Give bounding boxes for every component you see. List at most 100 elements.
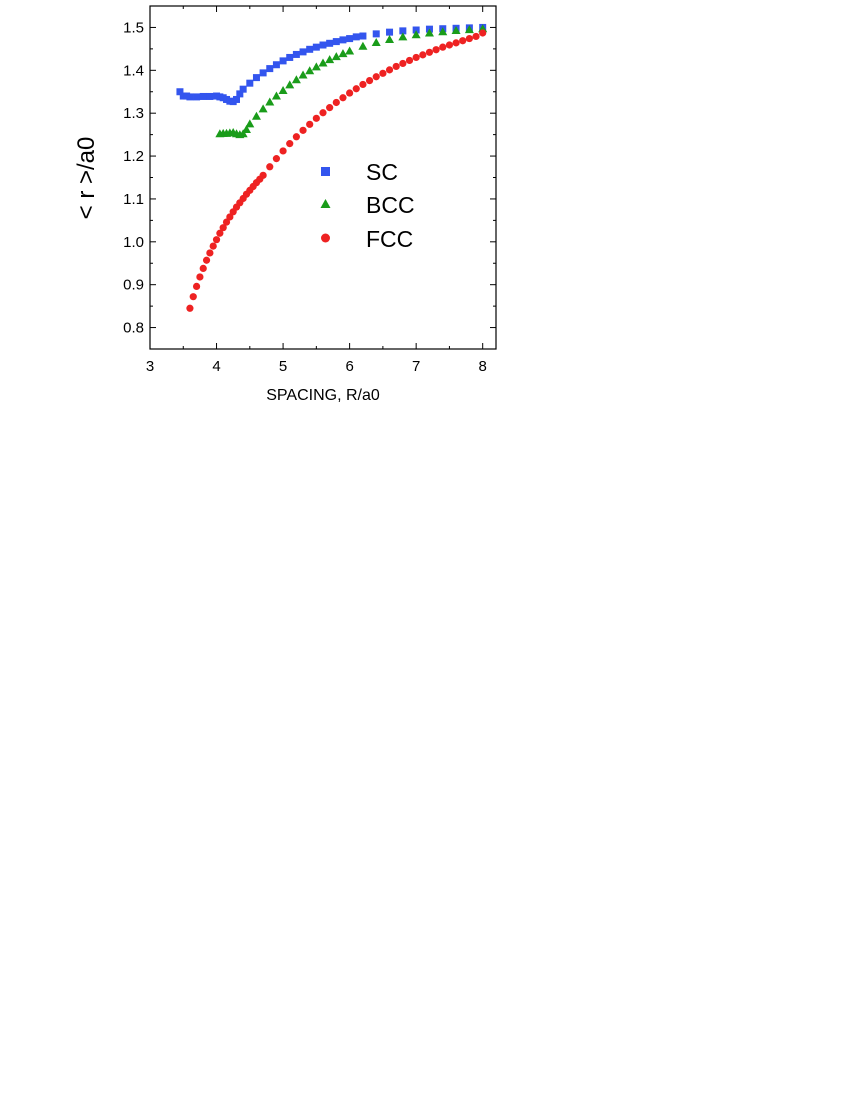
y-tick-label: 1.1: [123, 191, 144, 208]
point-sc: [239, 85, 247, 93]
legend-label-fcc: FCC: [366, 226, 413, 252]
legend-marker-fcc: [321, 233, 330, 243]
point-sc: [266, 65, 274, 73]
legend-label-sc: SC: [366, 159, 398, 185]
point-fcc: [209, 242, 217, 250]
point-bcc: [251, 111, 261, 120]
point-bcc: [371, 37, 381, 46]
y-tick-label: 1.2: [123, 148, 144, 165]
point-fcc: [212, 236, 221, 244]
x-tick-label: 7: [412, 358, 420, 375]
point-sc: [259, 69, 267, 77]
point-fcc: [202, 256, 211, 264]
point-fcc: [405, 56, 414, 65]
point-fcc: [189, 293, 197, 301]
point-bcc: [318, 58, 328, 67]
y-axis-label: < r >/a0: [73, 137, 100, 220]
point-sc: [399, 27, 407, 35]
point-bcc: [385, 34, 395, 43]
point-sc: [319, 41, 327, 49]
x-tick-label: 4: [212, 358, 220, 375]
point-bcc: [325, 55, 335, 64]
point-bcc: [278, 85, 288, 94]
point-fcc: [379, 69, 387, 77]
point-fcc: [192, 282, 201, 291]
point-sc: [193, 93, 201, 101]
y-tick-label: 1.0: [123, 234, 144, 251]
point-fcc: [332, 98, 340, 107]
point-bcc: [451, 25, 461, 34]
point-sc: [292, 50, 300, 58]
point-fcc: [452, 39, 460, 47]
y-tick-label: 1.4: [123, 62, 144, 79]
y-tick-label: 1.5: [123, 19, 144, 36]
point-bcc: [238, 129, 248, 138]
point-bcc: [265, 97, 275, 106]
legend-marker-sc: [321, 167, 330, 176]
series-bcc: [215, 24, 488, 139]
point-bcc: [345, 46, 355, 55]
point-bcc: [464, 25, 474, 34]
point-sc: [412, 26, 420, 34]
point-fcc: [226, 213, 234, 221]
point-bcc: [331, 52, 341, 61]
point-fcc: [319, 109, 327, 117]
point-fcc: [216, 229, 224, 237]
point-sc: [233, 95, 240, 103]
point-bcc: [305, 66, 315, 75]
point-fcc: [346, 89, 354, 97]
point-sc: [359, 32, 367, 40]
point-fcc: [219, 224, 227, 232]
point-bcc: [271, 91, 281, 100]
data-points: [176, 23, 488, 312]
point-bcc: [438, 27, 448, 36]
x-tick-label: 5: [279, 358, 287, 375]
y-tick-label: 0.8: [123, 320, 144, 337]
series-fcc: [186, 29, 487, 312]
y-tick-label: 1.3: [123, 105, 144, 122]
point-bcc: [358, 41, 368, 50]
point-sc: [199, 92, 207, 100]
point-sc: [206, 92, 214, 100]
point-sc: [386, 28, 394, 36]
point-bcc: [291, 75, 301, 84]
point-fcc: [286, 140, 294, 148]
point-fcc: [359, 80, 367, 89]
point-fcc: [439, 43, 447, 51]
point-bcc: [398, 32, 408, 41]
legend: SC BCC FCC: [320, 159, 415, 252]
point-fcc: [385, 66, 394, 74]
point-sc: [252, 74, 260, 82]
point-fcc: [392, 62, 400, 71]
x-tick-label: 8: [479, 358, 487, 375]
point-sc: [352, 33, 360, 41]
point-fcc: [306, 120, 314, 128]
y-tick-label: 0.9: [123, 277, 144, 294]
x-axis-label: SPACING, R/a0: [266, 387, 380, 404]
point-fcc: [412, 53, 420, 62]
point-fcc: [266, 163, 274, 171]
point-bcc: [424, 28, 434, 37]
point-sc: [326, 39, 334, 47]
point-bcc: [311, 62, 321, 71]
point-sc: [272, 61, 280, 69]
point-fcc: [186, 304, 194, 312]
point-bcc: [285, 80, 295, 89]
point-sc: [176, 88, 184, 96]
point-fcc: [365, 77, 374, 85]
point-sc: [286, 53, 294, 61]
point-fcc: [312, 114, 320, 122]
x-tick-label: 6: [345, 358, 353, 375]
point-sc: [346, 35, 354, 43]
x-tick-label: 3: [146, 358, 154, 375]
point-bcc: [298, 70, 308, 79]
point-sc: [299, 48, 307, 56]
point-fcc: [292, 133, 300, 141]
point-fcc: [445, 41, 454, 49]
point-fcc: [222, 218, 231, 226]
series-sc: [176, 23, 487, 106]
axis-ticks: 3 4 5 6 7 8 0.8 0.9 1.0 1.1 1.2 1.3 1.4 1.5: [123, 5, 496, 375]
point-fcc: [425, 48, 434, 56]
point-fcc: [479, 29, 487, 37]
point-bcc: [338, 49, 348, 58]
